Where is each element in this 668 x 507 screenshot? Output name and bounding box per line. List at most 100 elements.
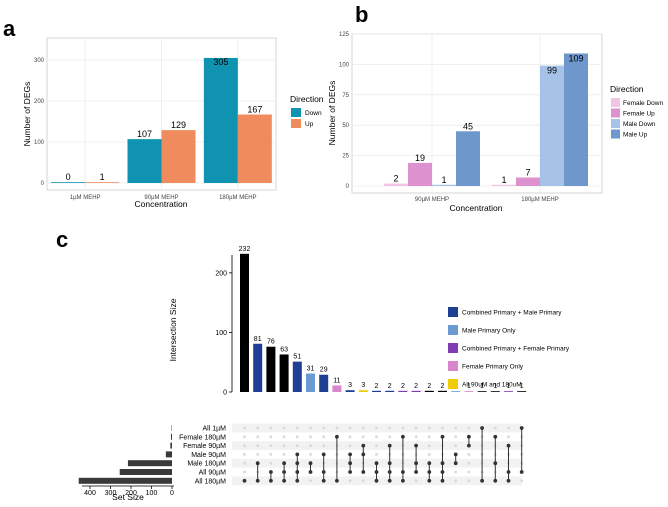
- panel-c-bar: [490, 391, 500, 392]
- panel-c-matrix-dot: [361, 479, 365, 483]
- panel-c-matrix-dot: [256, 444, 260, 447]
- panel-b-bar: [408, 162, 432, 186]
- panel-c-matrix-dot: [454, 435, 458, 439]
- panel-c-matrix-dot: [269, 426, 273, 430]
- panel-c-matrix-dot: [295, 444, 299, 447]
- panel-c-set-label: All 90µM: [199, 470, 227, 477]
- panel-c-matrix-dot: [309, 479, 312, 483]
- panel-c-y-tick: 100: [215, 330, 227, 337]
- panel-a-bar-label: 129: [171, 120, 186, 130]
- panel-c-bar: [266, 346, 276, 392]
- panel-c-set-label: Male 180µM: [187, 461, 226, 468]
- panel-c-bar: [385, 390, 395, 392]
- panel-c-matrix-dot: [507, 435, 510, 439]
- panel-c-set-size-bar: [170, 442, 172, 449]
- panel-c-set-size-tick: 100: [146, 490, 158, 497]
- panel-c-legend-label: Female Primary Only: [462, 364, 524, 371]
- panel-c-matrix-dot: [243, 453, 246, 456]
- panel-b-bar-label: 45: [463, 121, 473, 131]
- panel-c-bar-label: 2: [441, 383, 445, 390]
- panel-c-matrix-dot: [454, 470, 458, 474]
- panel-b-legend-label: Female Up: [623, 111, 655, 118]
- panel-c-matrix-dot: [427, 435, 431, 439]
- panel-b-x-tick: 180µM MEHP: [521, 197, 558, 203]
- panel-c-matrix-dot: [243, 426, 246, 430]
- panel-c-set-size-bar: [127, 460, 172, 467]
- panel-c-bar-label: 1: [467, 383, 471, 390]
- panel-b-bar-label: 2: [393, 174, 398, 184]
- panel-c-legend-label: Male Primary Only: [462, 328, 516, 335]
- panel-c-bar: [477, 391, 487, 392]
- panel-c-bar: [464, 391, 474, 392]
- panel-c-matrix-dot: [243, 461, 246, 465]
- panel-c-set-label: Male 90µM: [191, 452, 226, 459]
- panel-c-matrix-dot: [467, 461, 471, 465]
- panel-c-matrix-dot: [414, 479, 418, 483]
- panel-c-matrix-dot: [467, 479, 471, 483]
- panel-c-matrix-dot: [348, 444, 352, 447]
- panel-c-bar: [345, 390, 355, 392]
- panel-c-legend-label: All 90uM and 180uM: [462, 382, 522, 389]
- panel-c-bar: [358, 390, 368, 392]
- panel-a-y-tick: 100: [34, 140, 45, 146]
- panel-c-matrix-dot: [309, 453, 312, 456]
- panel-c-bar-label: 76: [267, 339, 275, 346]
- panel-c-bar: [253, 343, 263, 392]
- panel-c-bar-label: 2: [427, 383, 431, 390]
- panel-c-bar: [504, 391, 513, 392]
- panel-a-legend-label: Up: [305, 121, 314, 128]
- panel-a-x-tick: 90µM MEHP: [144, 195, 178, 201]
- panel-b-legend-swatch: [611, 98, 620, 107]
- panel-b-legend-label: Male Up: [623, 132, 648, 139]
- panel-c-bar: [517, 391, 527, 392]
- panel-c-matrix-dot: [375, 444, 378, 447]
- panel-a-bar: [127, 139, 162, 183]
- panel-letter-b: b: [355, 2, 368, 27]
- panel-c-matrix-dot: [309, 426, 312, 430]
- panel-a-x-tick: 1µM MEHP: [70, 195, 101, 201]
- panel-c-legend-swatch: [448, 307, 458, 317]
- panel-c-matrix-dot: [256, 426, 260, 430]
- panel-b-chart: 2 19 1 45 1 7 99 109 0 25 50 75 100 125 90µM MEHP 180µ…: [327, 32, 663, 213]
- panel-b-y-tick: 125: [339, 32, 350, 38]
- panel-a-legend-swatch: [291, 108, 301, 117]
- panel-c-bar-label: 31: [307, 366, 315, 373]
- panel-b-legend-swatch: [611, 108, 620, 118]
- panel-a-y-tick: 0: [41, 181, 45, 187]
- panel-c-matrix-dot: [414, 426, 418, 430]
- panel-c-matrix-dot: [295, 426, 299, 430]
- panel-c-bar-label: 51: [293, 354, 301, 361]
- panel-c-matrix-dot: [375, 426, 378, 430]
- panel-c-legend-swatch: [448, 361, 458, 371]
- panel-c-matrix-dot: [520, 479, 524, 483]
- panel-c-bar: [240, 253, 249, 392]
- panel-c-matrix-dot: [454, 479, 458, 483]
- panel-c-bar-label: 3: [361, 382, 365, 389]
- panel-c-set-label: Female 180µM: [179, 434, 226, 441]
- panel-a-x-title: Concentration: [135, 199, 188, 209]
- panel-c-set-label: All 1µM: [203, 426, 227, 433]
- panel-b-bar: [516, 177, 540, 186]
- panel-b-y-tick: 0: [346, 184, 350, 190]
- panel-c-bar-label: 1: [507, 383, 511, 390]
- panel-b-x-tick: 90µM MEHP: [415, 197, 449, 203]
- panel-c-set-size-tick: 0: [170, 490, 174, 497]
- panel-c-matrix-dot: [361, 426, 365, 430]
- panel-c-set-size-bar: [170, 433, 172, 440]
- panel-a-bar: [85, 182, 120, 183]
- panel-c-matrix-dot: [256, 435, 260, 439]
- panel-c-bar-label: 1: [493, 383, 497, 390]
- panel-c-matrix-dot: [427, 426, 431, 430]
- panel-c-matrix-dot: [256, 453, 260, 456]
- panel-b-x-title: Concentration: [450, 203, 503, 213]
- panel-c-matrix-dot: [295, 435, 299, 439]
- panel-a-y-tick: 300: [34, 58, 45, 64]
- panel-b-bar-label: 1: [441, 175, 446, 185]
- panel-c-matrix-dot: [454, 444, 458, 447]
- panel-a-legend-title: Direction: [290, 94, 324, 104]
- panel-b-bar: [492, 184, 516, 186]
- panel-c-matrix-dot: [348, 435, 352, 439]
- panel-a-x-tick: 180µM MEHP: [219, 195, 256, 201]
- panel-c-bar-label: 2: [401, 383, 405, 390]
- panel-c-matrix-dot: [348, 479, 352, 483]
